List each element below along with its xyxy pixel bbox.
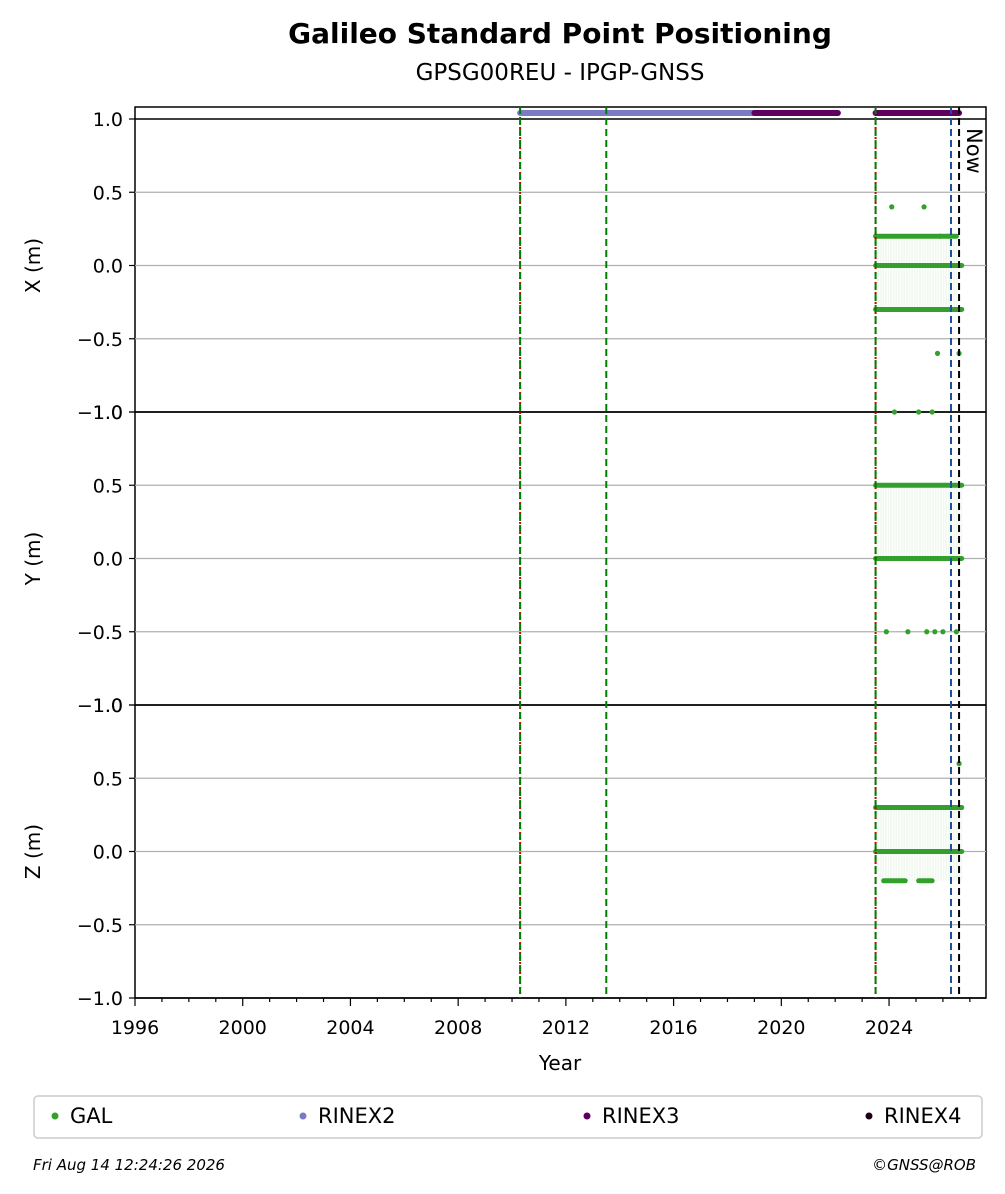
y-axis-label: Y (m) (21, 532, 45, 587)
gal-point (932, 629, 938, 635)
gal-point (921, 204, 927, 210)
x-tick-label: 2024 (865, 1017, 913, 1039)
y-tick-label: −1.0 (77, 988, 123, 1010)
legend-marker-rinex2 (299, 1112, 307, 1120)
gal-point (940, 629, 946, 635)
legend-label-gal: GAL (70, 1104, 113, 1128)
gal-point (883, 629, 889, 635)
y-tick-label: 1.0 (93, 695, 123, 717)
legend-label-rinex2: RINEX2 (318, 1104, 396, 1128)
x-tick-label: 2020 (757, 1017, 805, 1039)
gal-point (956, 761, 962, 767)
legend-marker-rinex3 (583, 1112, 591, 1120)
x-tick-label: 1996 (111, 1017, 159, 1039)
y-tick-label: 0.5 (93, 768, 123, 790)
x-tick-label: 2016 (649, 1017, 697, 1039)
legend-label-rinex4: RINEX4 (884, 1104, 962, 1128)
legend-box (33, 1095, 983, 1139)
legend-marker-rinex4 (865, 1112, 873, 1120)
gal-point (953, 629, 959, 635)
chart-title: Galileo Standard Point Positioning (288, 17, 832, 50)
gal-point (905, 629, 911, 635)
gal-point (929, 409, 935, 415)
legend-marker-gal (51, 1112, 59, 1120)
gal-point (934, 350, 941, 356)
footer-credit: ©GNSS@ROB (872, 1156, 976, 1174)
y-tick-label: 0.5 (93, 182, 123, 204)
x-tick-label: 2008 (434, 1017, 482, 1039)
plot-panels: 1.0 0.5 0.0 −0.5 −1.0 X (m) 1.0 0.5 0.0 −0.5 −1.0 Y… (21, 106, 987, 1010)
gal-point (889, 204, 895, 210)
y-tick-label: −0.5 (77, 329, 123, 351)
gal-point (891, 409, 898, 415)
y-tick-label: 0.0 (93, 256, 123, 278)
plot-frame (134, 106, 987, 999)
y-tick-label: 1.0 (93, 402, 123, 424)
y-tick-label: 0.0 (93, 549, 123, 571)
gal-point (945, 233, 951, 239)
x-axis: 1996 2000 2004 2008 2012 2016 2020 2024 (111, 998, 971, 1039)
event-lines: Now (519, 107, 986, 998)
y-tick-label: 1.0 (93, 109, 123, 131)
gal-point (916, 409, 922, 415)
chart-subtitle: GPSG00REU - IPGP-GNSS (416, 60, 705, 86)
y-tick-label: 0.5 (93, 475, 123, 497)
x-axis-label: Year (538, 1051, 582, 1075)
y-axis-label: Z (m) (21, 824, 45, 879)
legend-label-rinex3: RINEX3 (602, 1104, 680, 1128)
x-tick-label: 2004 (326, 1017, 374, 1039)
y-axis-label: X (m) (21, 238, 45, 293)
y-tick-label: 0.0 (93, 842, 123, 864)
footer-timestamp: Fri Aug 14 12:24:26 2026 (33, 1156, 225, 1174)
panel-y: 1.0 0.5 0.0 −0.5 −1.0 Y (m) (21, 402, 986, 717)
legend: GAL RINEX2 RINEX3 RINEX4 (33, 1095, 983, 1139)
now-label: Now (962, 128, 986, 174)
y-tick-label: −1.0 (77, 402, 123, 424)
y-tick-label: −0.5 (77, 622, 123, 644)
y-tick-label: −1.0 (77, 695, 123, 717)
y-tick-label: −0.5 (77, 915, 123, 937)
gal-point (924, 629, 930, 635)
x-tick-label: 2012 (542, 1017, 590, 1039)
panel-z: 1.0 0.5 0.0 −0.5 −1.0 Z (m) (21, 695, 986, 1010)
x-tick-label: 2000 (219, 1017, 267, 1039)
gal-point (937, 233, 943, 239)
panel-x: 1.0 0.5 0.0 −0.5 −1.0 X (m) (21, 109, 986, 424)
